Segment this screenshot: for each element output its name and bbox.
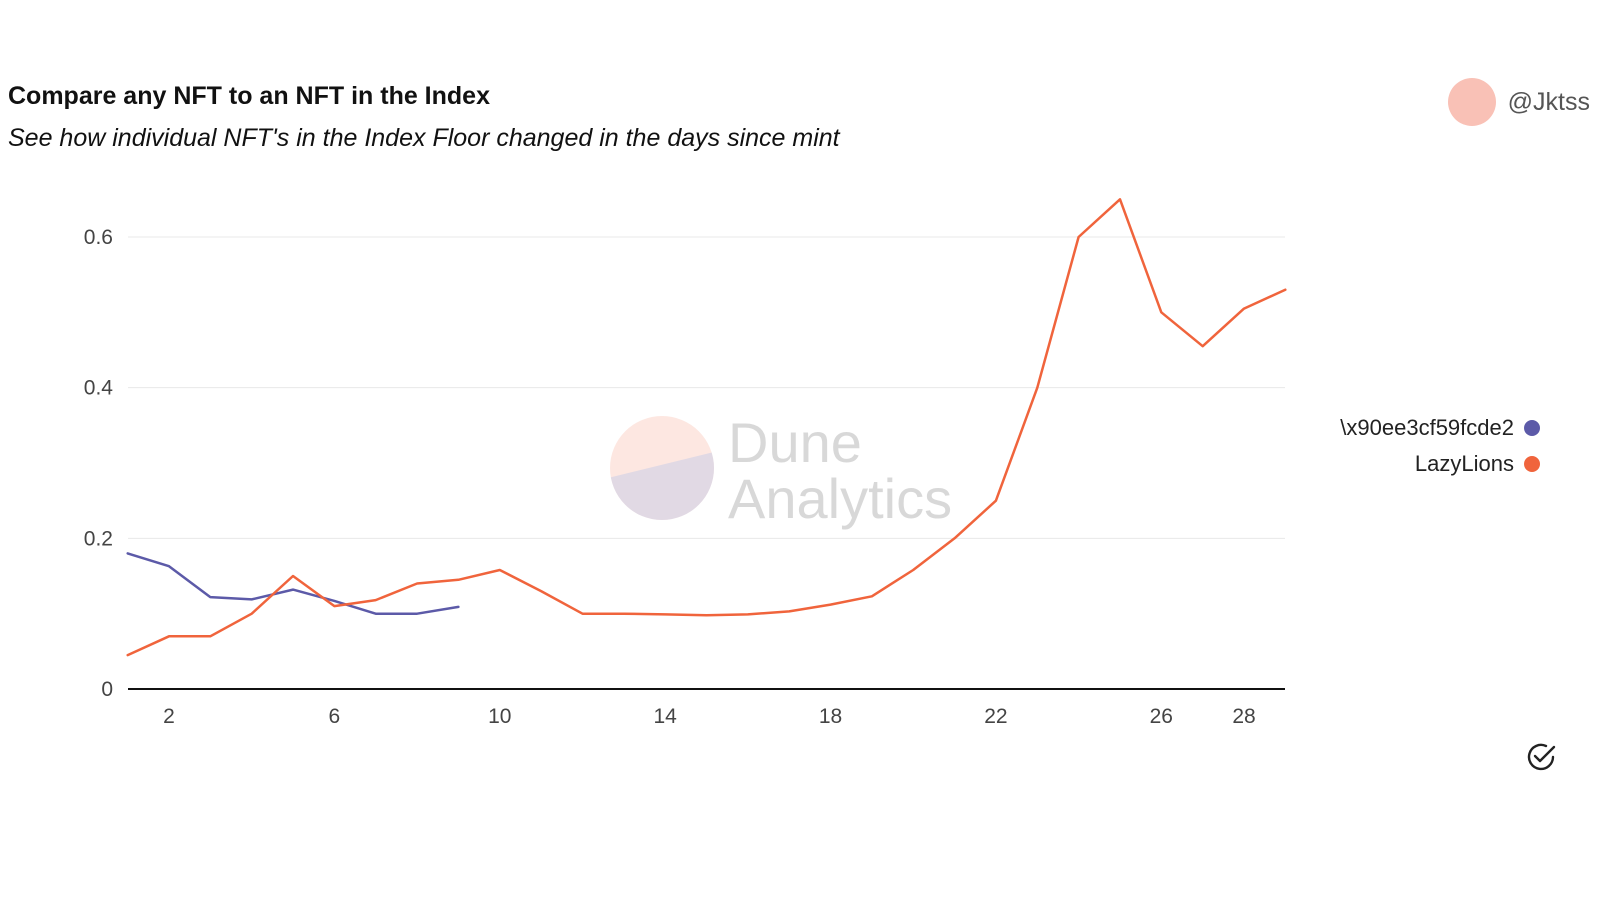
data-point-series-2[interactable]	[1198, 341, 1208, 351]
legend-item-series-1[interactable]: \x90ee3cf59fcde2	[1300, 410, 1540, 446]
legend-item-series-2[interactable]: LazyLions	[1300, 446, 1540, 482]
legend: \x90ee3cf59fcde2 LazyLions	[1300, 410, 1540, 482]
data-point-series-2[interactable]	[619, 609, 629, 619]
legend-label-series-1: \x90ee3cf59fcde2	[1340, 415, 1514, 440]
data-point-series-2[interactable]	[205, 631, 215, 641]
data-point-series-2[interactable]	[1115, 194, 1125, 204]
data-point-series-2[interactable]	[660, 609, 670, 619]
data-point-series-2[interactable]	[536, 586, 546, 596]
legend-swatch-series-1	[1524, 420, 1540, 436]
data-point-series-1[interactable]	[205, 592, 215, 602]
data-point-series-2[interactable]	[1156, 307, 1166, 317]
data-point-series-2[interactable]	[1239, 304, 1249, 314]
legend-swatch-series-2	[1524, 456, 1540, 472]
data-point-series-2[interactable]	[1074, 232, 1084, 242]
chart-subtitle: See how individual NFT's in the Index Fl…	[8, 124, 840, 152]
data-point-series-2[interactable]	[1280, 285, 1290, 295]
data-point-series-1[interactable]	[247, 594, 257, 604]
author-badge[interactable]: @Jktss	[1447, 78, 1590, 126]
x-tick-label: 14	[653, 705, 677, 728]
dune-watermark: Dune Analytics	[610, 411, 952, 530]
y-tick-label: 0	[101, 678, 113, 701]
data-point-series-2[interactable]	[453, 575, 463, 585]
legend-label-series-2: LazyLions	[1414, 451, 1514, 476]
x-tick-label: 10	[488, 705, 511, 728]
data-point-series-2[interactable]	[329, 601, 339, 611]
data-point-series-2[interactable]	[743, 609, 753, 619]
y-tick-label: 0.2	[84, 527, 113, 550]
check-circle-icon[interactable]	[1524, 740, 1558, 774]
data-point-series-2[interactable]	[1032, 383, 1042, 393]
data-point-series-2[interactable]	[164, 631, 174, 641]
y-tick-label: 0.4	[84, 377, 114, 400]
x-tick-label: 22	[984, 705, 1007, 728]
data-point-series-2[interactable]	[495, 565, 505, 575]
data-point-series-2[interactable]	[867, 591, 877, 601]
axes: 00.20.40.62 6 10 14 18 22 26 28	[84, 226, 1285, 728]
x-tick-label: 18	[819, 705, 842, 728]
watermark-line1: Dune	[728, 411, 862, 474]
x-tick-label: 26	[1150, 705, 1173, 728]
data-point-series-2[interactable]	[908, 565, 918, 575]
gridlines	[128, 236, 1285, 539]
data-point-series-2[interactable]	[123, 650, 133, 660]
data-point-series-2[interactable]	[288, 571, 298, 581]
series-line-1[interactable]	[126, 552, 460, 615]
data-point-series-2[interactable]	[784, 606, 794, 616]
data-point-series-2[interactable]	[991, 496, 1001, 506]
data-point-series-1[interactable]	[371, 609, 381, 619]
series-line-2[interactable]	[126, 198, 1287, 657]
data-point-series-1[interactable]	[288, 585, 298, 595]
data-point-series-2[interactable]	[702, 610, 712, 620]
x-tick-label: 28	[1232, 705, 1255, 728]
data-point-series-1[interactable]	[164, 561, 174, 571]
author-name[interactable]: @Jktss	[1507, 87, 1590, 116]
chart-title: Compare any NFT to an NFT in the Index	[8, 82, 490, 110]
x-tick-label: 2	[163, 705, 175, 728]
series-lines	[123, 194, 1290, 660]
data-point-series-2[interactable]	[247, 609, 257, 619]
data-point-series-2[interactable]	[950, 533, 960, 543]
data-point-series-1[interactable]	[123, 548, 133, 558]
y-tick-label: 0.6	[84, 226, 113, 249]
data-point-series-2[interactable]	[412, 579, 422, 589]
avatar[interactable]	[1447, 78, 1496, 126]
data-point-series-2[interactable]	[371, 595, 381, 605]
data-point-series-1[interactable]	[453, 602, 463, 612]
data-point-series-2[interactable]	[577, 609, 587, 619]
data-point-series-1[interactable]	[412, 609, 422, 619]
x-tick-label: 6	[329, 705, 341, 728]
watermark-line2: Analytics	[728, 467, 952, 530]
data-point-series-2[interactable]	[826, 600, 836, 610]
